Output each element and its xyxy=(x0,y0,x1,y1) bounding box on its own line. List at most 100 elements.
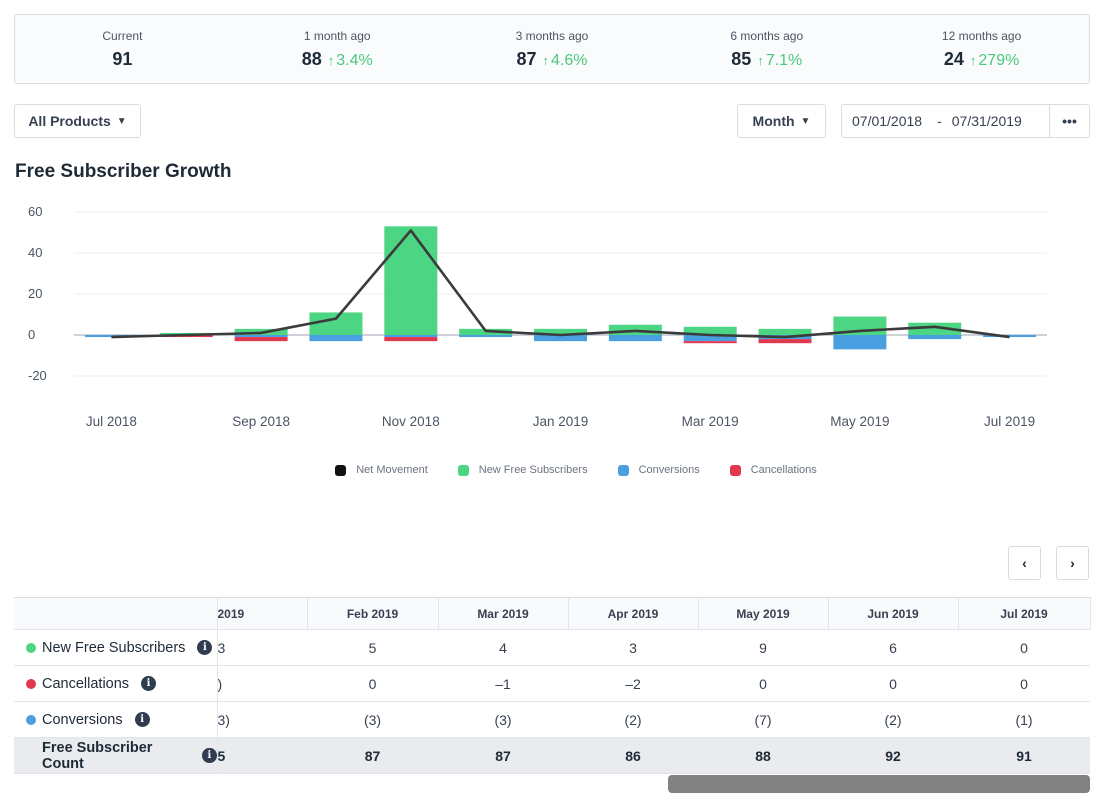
stat-current: Current 91 xyxy=(15,15,230,83)
table-header: Feb 2019 xyxy=(307,597,439,630)
stats-summary-bar: Current 91 1 month ago 88 ↑ 3.4% 3 months… xyxy=(14,14,1090,84)
table-header-label-column xyxy=(14,597,218,630)
stat-value: 87 xyxy=(516,48,537,69)
bar-conversions xyxy=(534,335,587,342)
stat-change: ↑ 3.4% xyxy=(328,52,373,70)
legend-swatch xyxy=(457,464,469,476)
stat-change: ↑ 4.6% xyxy=(543,52,588,70)
bar-new-free-subscribers xyxy=(534,328,587,335)
table-prev-button[interactable]: ‹ xyxy=(1008,546,1041,580)
stat-change-value: 4.6% xyxy=(551,51,588,69)
table-row-cancellations: Cancellations i ) 0 –1 –2 0 0 0 xyxy=(14,665,1090,702)
info-icon[interactable]: i xyxy=(134,712,150,727)
legend-swatch xyxy=(729,464,741,476)
table-cell-partial: 5 xyxy=(217,737,307,774)
product-filter-dropdown[interactable]: All Products ▼ xyxy=(14,104,141,138)
horizontal-scrollbar[interactable] xyxy=(668,775,1090,793)
date-range-picker: 07/01/2018 - 07/31/2019 ••• xyxy=(841,104,1090,138)
date-separator: - xyxy=(937,113,942,129)
arrow-up-icon: ↑ xyxy=(969,52,977,68)
stat-change-value: 3.4% xyxy=(336,51,373,69)
info-icon[interactable]: i xyxy=(202,748,217,763)
blue-dot-icon xyxy=(26,714,36,725)
table-row-free-subscriber-count: Free Subscriber Count i 5 87 87 86 88 92… xyxy=(14,737,1090,774)
info-icon[interactable]: i xyxy=(141,676,157,691)
row-label-cell: Conversions i xyxy=(14,701,218,738)
table-next-button[interactable]: › xyxy=(1056,546,1089,580)
table-cell-partial: 3 xyxy=(217,629,307,666)
table-header: May 2019 xyxy=(698,597,829,630)
bar-cancellations xyxy=(758,339,812,344)
table-cell: 0 xyxy=(698,665,828,702)
row-label-cell: New Free Subscribers i xyxy=(14,629,218,666)
stat-change-value: 7.1% xyxy=(765,51,803,69)
stat-6-months-ago: 6 months ago 85 ↑ 7.1% xyxy=(659,15,874,83)
legend-label: New Free Subscribers xyxy=(478,464,588,476)
y-tick-label: 60 xyxy=(28,204,42,219)
table-cell: (2) xyxy=(828,701,958,738)
product-filter-label: All Products xyxy=(28,113,111,129)
stat-label: 1 month ago xyxy=(303,28,371,43)
table-cell: 3 xyxy=(568,629,698,666)
table-cell: 92 xyxy=(828,737,958,774)
bar-conversions xyxy=(459,335,513,338)
legend-label: Net Movement xyxy=(356,464,428,476)
legend-swatch xyxy=(335,464,347,476)
legend-item-net-movement[interactable]: Net Movement xyxy=(335,464,428,476)
table-row-conversions: Conversions i 3) (3) (3) (2) (7) (2) (1) xyxy=(14,701,1090,738)
table-cell: –1 xyxy=(438,665,568,702)
row-label: New Free Subscribers xyxy=(42,639,186,656)
bar-new-free-subscribers xyxy=(908,322,962,335)
table-cell: 87 xyxy=(438,737,568,774)
table-cell: 86 xyxy=(568,737,698,774)
table-cell: 5 xyxy=(307,629,438,666)
chevron-down-icon: ▼ xyxy=(800,115,811,127)
legend-item-conversions[interactable]: Conversions xyxy=(617,464,700,476)
bar-new-free-subscribers xyxy=(758,328,812,335)
info-icon[interactable]: i xyxy=(197,640,213,655)
table-cell: 88 xyxy=(698,737,828,774)
period-label: Month xyxy=(752,113,795,129)
y-tick-label: 20 xyxy=(28,286,42,301)
x-tick-label: Sep 2018 xyxy=(232,414,290,429)
chart-title: Free Subscriber Growth xyxy=(15,161,232,182)
legend-swatch xyxy=(617,464,629,476)
table-cell-partial: ) xyxy=(217,665,307,702)
date-start-input[interactable]: 07/01/2018 xyxy=(852,113,923,129)
chart-legend: Net Movement New Free Subscribers Conver… xyxy=(0,464,1108,476)
line-net-movement xyxy=(111,229,1010,339)
legend-item-cancellations[interactable]: Cancellations xyxy=(729,464,817,476)
stat-label: Current xyxy=(102,28,143,43)
table-header: Apr 2019 xyxy=(568,597,699,630)
bar-conversions xyxy=(833,335,887,350)
table-cell: 0 xyxy=(958,665,1090,702)
stat-change-value: 279% xyxy=(978,51,1020,69)
bar-conversions xyxy=(234,335,288,338)
table-cell: 9 xyxy=(698,629,828,666)
row-label: Conversions xyxy=(42,711,123,728)
arrow-up-icon: ↑ xyxy=(757,52,764,68)
bar-conversions xyxy=(908,335,962,340)
bar-cancellations xyxy=(683,341,737,344)
y-tick-label: 0 xyxy=(28,327,35,342)
x-tick-label: Jul 2018 xyxy=(86,414,137,429)
x-tick-label: Jul 2019 xyxy=(984,414,1035,429)
legend-item-new-free-subscribers[interactable]: New Free Subscribers xyxy=(457,464,588,476)
data-table: 2019 Feb 2019 Mar 2019 Apr 2019 May 2019… xyxy=(14,597,1091,774)
legend-label: Cancellations xyxy=(750,464,817,476)
y-tick-label: 40 xyxy=(28,245,42,260)
stat-3-months-ago: 3 months ago 87 ↑ 4.6% xyxy=(445,15,660,83)
free-subscriber-growth-chart: 60 40 20 0 -20 Jul 2018 Sep 2018 Nov 2018 Jan 20… xyxy=(28,204,1047,429)
stat-1-month-ago: 1 month ago 88 ↑ 3.4% xyxy=(230,15,445,83)
stat-value: 24 xyxy=(943,48,964,69)
more-options-button[interactable]: ••• xyxy=(1049,105,1089,137)
bar-new-free-subscribers xyxy=(683,326,737,335)
x-tick-label: Nov 2018 xyxy=(382,414,440,429)
table-header-partial: 2019 xyxy=(217,597,308,630)
table-header: Jul 2019 xyxy=(958,597,1091,630)
date-end-input[interactable]: 07/31/2019 xyxy=(951,113,1022,129)
period-dropdown[interactable]: Month ▼ xyxy=(737,104,826,138)
red-dot-icon xyxy=(26,678,36,689)
table-cell: (1) xyxy=(958,701,1090,738)
green-dot-icon xyxy=(26,642,36,653)
